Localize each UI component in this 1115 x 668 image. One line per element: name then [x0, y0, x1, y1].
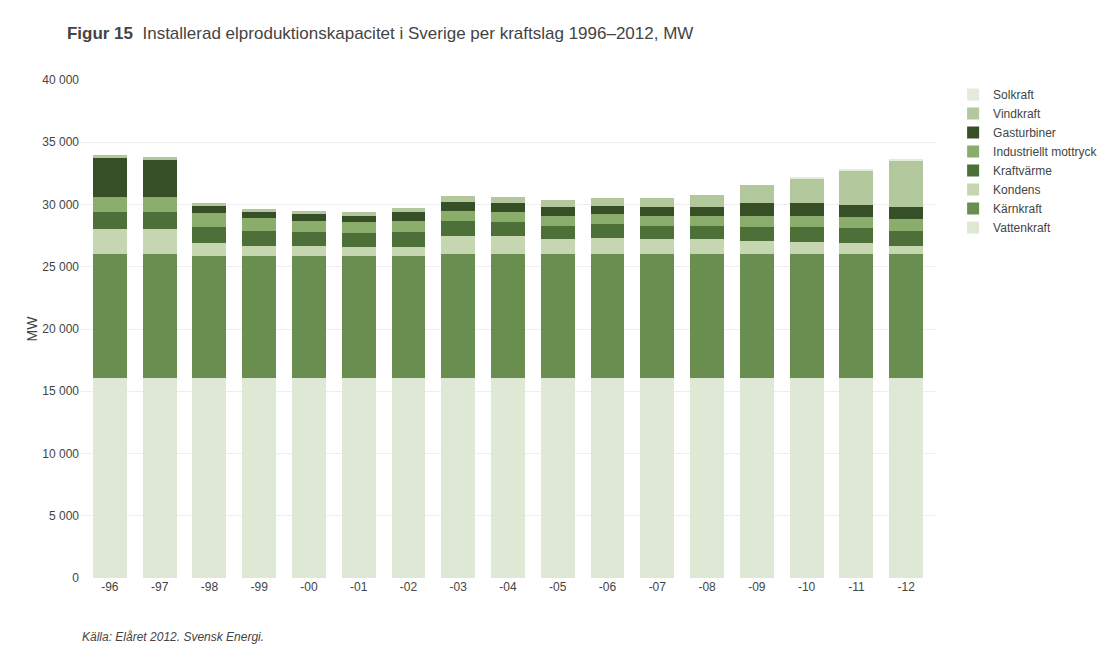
- svg-text:-98: -98: [201, 580, 219, 594]
- svg-text:Figur 15 Installerad elproduk: Figur 15 Installerad elproduktionskapaci…: [67, 24, 694, 43]
- svg-text:-02: -02: [400, 580, 418, 594]
- svg-text:-08: -08: [698, 580, 716, 594]
- svg-text:-04: -04: [499, 580, 517, 594]
- svg-text:-07: -07: [649, 580, 667, 594]
- svg-text:MW: MW: [24, 316, 40, 342]
- svg-text:Solkraft: Solkraft: [993, 88, 1034, 102]
- svg-text:Kraftvärme: Kraftvärme: [993, 164, 1052, 178]
- svg-text:0: 0: [72, 571, 79, 585]
- svg-text:-96: -96: [101, 580, 119, 594]
- svg-text:-00: -00: [300, 580, 318, 594]
- svg-text:20 000: 20 000: [42, 322, 79, 336]
- svg-text:-97: -97: [151, 580, 169, 594]
- svg-text:30 000: 30 000: [42, 198, 79, 212]
- svg-text:35 000: 35 000: [42, 135, 79, 149]
- svg-text:25 000: 25 000: [42, 260, 79, 274]
- svg-text:Vindkraft: Vindkraft: [993, 107, 1041, 121]
- svg-text:-05: -05: [549, 580, 567, 594]
- svg-text:-01: -01: [350, 580, 368, 594]
- svg-text:Vattenkraft: Vattenkraft: [993, 221, 1051, 235]
- svg-text:-11: -11: [848, 580, 865, 594]
- svg-text:-03: -03: [450, 580, 468, 594]
- svg-text:-12: -12: [897, 580, 915, 594]
- svg-text:Industriellt mottryck: Industriellt mottryck: [993, 145, 1097, 159]
- svg-text:-06: -06: [599, 580, 617, 594]
- svg-text:-99: -99: [250, 580, 268, 594]
- svg-text:15 000: 15 000: [42, 384, 79, 398]
- svg-text:-09: -09: [748, 580, 766, 594]
- svg-text:Källa: Elåret 2012. Svensk Ene: Källa: Elåret 2012. Svensk Energi.: [82, 630, 264, 644]
- svg-text:Kondens: Kondens: [993, 183, 1040, 197]
- svg-text:-10: -10: [798, 580, 816, 594]
- svg-text:Kärnkraft: Kärnkraft: [993, 202, 1042, 216]
- svg-text:10 000: 10 000: [42, 447, 79, 461]
- svg-text:5 000: 5 000: [49, 509, 79, 523]
- svg-text:40 000: 40 000: [42, 73, 79, 87]
- svg-text:Gasturbiner: Gasturbiner: [993, 126, 1056, 140]
